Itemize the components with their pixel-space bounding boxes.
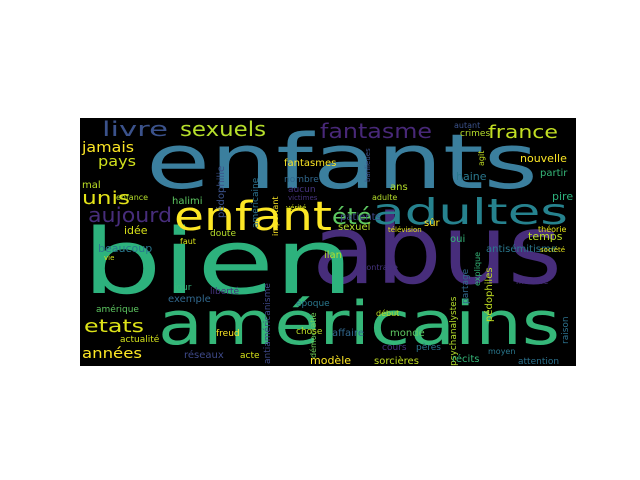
word-sexuel: sexuel <box>338 222 370 233</box>
word-pays: pays <box>98 154 136 170</box>
word-bien: bien <box>82 210 354 315</box>
word-etats: etats <box>84 316 144 337</box>
word-enfants: enfants <box>146 118 538 206</box>
word-nouvelle: nouvelle <box>520 152 567 165</box>
word-important: important <box>271 196 280 236</box>
word-debut: début <box>376 308 399 318</box>
word-enfance: enfance <box>116 193 148 202</box>
word-antisemitisme: antisémitisme <box>486 243 557 255</box>
word-ilan: ilan <box>324 250 342 261</box>
word-liberte: liberté <box>210 286 239 297</box>
word-haine: haine <box>456 170 487 183</box>
word-explique: explique <box>473 252 482 286</box>
word-nombre: nombre <box>284 175 319 185</box>
word-americains: américains <box>158 289 560 359</box>
word-unis: unis <box>82 188 130 209</box>
word-halimi: halimi <box>172 196 203 207</box>
word-theorie: théorie <box>538 224 567 234</box>
word-aujourd: aujourd <box>88 203 172 227</box>
word-temps: temps <box>528 230 563 243</box>
word-raison: raison <box>561 316 571 344</box>
word-epoque: époque <box>296 298 330 309</box>
word-sur: sûr <box>424 217 441 229</box>
word-sexuels: sexuels <box>180 118 266 141</box>
word-television: télévision <box>388 226 422 234</box>
word-oui: oui <box>450 234 465 245</box>
word-reseaux: réseaux <box>184 349 224 361</box>
word-attention: attention <box>518 357 559 366</box>
word-faut: faut <box>180 237 196 246</box>
word-fantasmes: fantasmes <box>284 158 336 169</box>
word-annees: années <box>82 346 142 362</box>
word-livre: livre <box>102 118 168 141</box>
word-antiamericanisme: antiaméricanisme <box>262 283 273 364</box>
word-peres: pères <box>416 342 441 353</box>
word-chose: chose <box>296 327 323 337</box>
word-recits: récits <box>452 353 479 365</box>
word-cloud-canvas: abus bien enfants américains enfant adul… <box>81 118 573 366</box>
word-agit: agit <box>477 151 486 166</box>
word-sorcieres: sorcières <box>374 355 419 366</box>
word-actualite: actualité <box>120 334 160 345</box>
word-enfant: enfant <box>174 194 332 240</box>
word-cours: cours <box>382 343 407 353</box>
word-doute: doute <box>210 229 236 239</box>
word-victimes: victimes <box>288 194 318 202</box>
word-cloud: abus bien enfants américains enfant adul… <box>80 118 576 366</box>
word-pedophilie: pédophilie <box>215 166 227 218</box>
word-partir: partir <box>540 168 568 179</box>
word-freud: freud <box>216 329 240 339</box>
word-mal: mal <box>82 180 101 191</box>
word-partage: partage <box>461 268 471 304</box>
word-exemple: exemple <box>168 294 211 305</box>
word-fantasme: fantasme <box>320 119 432 143</box>
word-jour: jour <box>173 283 192 293</box>
word-affaire: affaire <box>332 328 364 339</box>
word-acte: acte <box>240 351 260 361</box>
word-societe: société <box>540 246 565 254</box>
word-meurtre: meurtre <box>516 277 548 286</box>
word-beaucoup: beaucoup <box>98 242 152 255</box>
word-idee: idée <box>124 224 148 237</box>
word-jamais: jamais <box>81 140 134 156</box>
word-vie: vie <box>104 254 114 262</box>
word-ete: été <box>332 205 372 230</box>
word-aucun: aucun <box>288 185 316 195</box>
word-patients: patients <box>340 212 381 223</box>
word-pire: pire <box>552 190 573 203</box>
word-psychanalystes: psychanalystes <box>449 296 459 366</box>
word-abus: abus <box>312 194 562 306</box>
word-monde: monde <box>390 328 425 339</box>
word-adultes: adultes <box>372 192 568 233</box>
word-modele: modèle <box>310 354 351 366</box>
word-adulte: adulte <box>372 193 397 202</box>
word-autant: autant <box>454 121 480 130</box>
word-ans: ans <box>390 182 408 193</box>
word-amerique: amérique <box>96 304 139 315</box>
word-contraire: contraire <box>362 263 398 272</box>
word-crimes: crimes <box>460 129 490 139</box>
word-pedophiles: pédophiles <box>483 267 495 322</box>
word-banlieues: banlieues <box>364 148 372 182</box>
word-verite: vérité <box>286 204 306 212</box>
word-france: france <box>488 122 558 143</box>
word-moyen: moyen <box>488 347 515 356</box>
word-democratie: démocratie <box>308 312 318 358</box>
word-americaine: américaine <box>250 177 261 228</box>
